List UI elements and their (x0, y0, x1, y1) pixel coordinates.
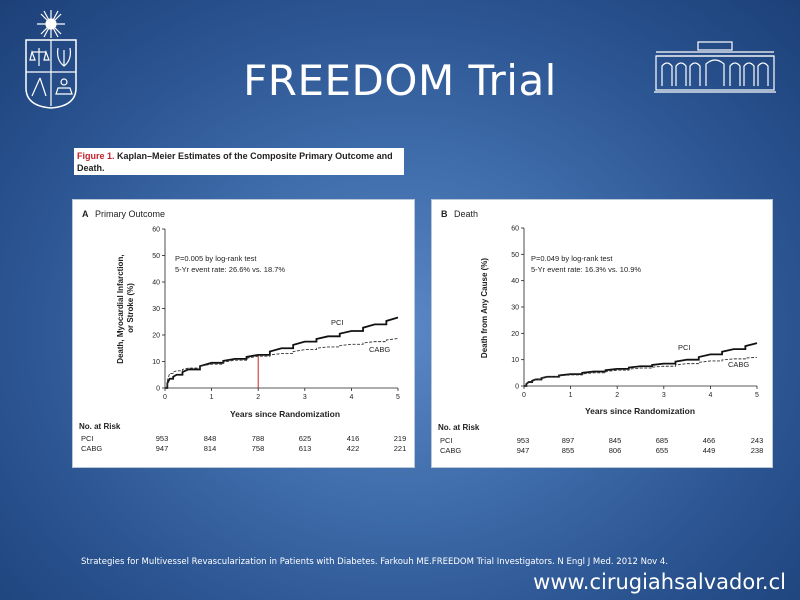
annotation-pvalue: P=0.005 by log-rank test (175, 254, 257, 263)
y-tick-label: 0 (156, 386, 160, 393)
chart-title: Primary Outcome (95, 209, 165, 219)
panel-letter: B (441, 209, 448, 219)
annotation-event-rate: 5-Yr event rate: 26.6% vs. 18.7% (175, 265, 285, 274)
death-chart: B Death Death from Any Cause (%) Years s… (438, 209, 763, 456)
figure-label: Figure 1. (77, 151, 115, 161)
y-axis-label: Death, Myocardial Infarction, or Stroke … (116, 252, 135, 364)
university-seal-logo (25, 10, 77, 109)
building-logo (654, 41, 776, 93)
risk-table-header: No. at Risk (79, 422, 121, 431)
y-tick-label: 50 (511, 252, 519, 259)
figure-caption: Figure 1. Kaplan–Meier Estimates of the … (74, 148, 404, 175)
risk-table-cell: 613 (299, 444, 312, 453)
risk-table-cell: 855 (562, 446, 575, 455)
x-tick-label: 3 (303, 394, 307, 401)
risk-table-cell: 806 (609, 446, 622, 455)
x-tick-label: 4 (708, 392, 712, 399)
annotation-event-rate: 5-Yr event rate: 16.3% vs. 10.9% (531, 265, 641, 274)
x-tick-label: 4 (349, 394, 353, 401)
y-tick-label: 50 (152, 253, 160, 260)
y-tick-label: 60 (511, 226, 519, 233)
slide-title: FREEDOM Trial (243, 56, 557, 105)
risk-table-cell: 221 (394, 444, 407, 453)
series-label-pci: PCI (331, 318, 344, 327)
y-tick-label: 20 (152, 333, 160, 340)
risk-table-cell: 238 (751, 446, 764, 455)
y-tick-label: 30 (511, 305, 519, 312)
risk-table-cell: 814 (204, 444, 217, 453)
y-tick-label: 10 (511, 357, 519, 364)
series-line-cabg (165, 337, 399, 389)
y-tick-label: 0 (515, 384, 519, 391)
x-axis-label: Years since Randomization (230, 409, 340, 419)
series-line-pci (165, 316, 399, 389)
compass-icon (31, 77, 47, 97)
lamp-icon (55, 78, 73, 95)
risk-table-cell: 219 (394, 434, 407, 443)
x-tick-label: 5 (396, 394, 400, 401)
risk-row-label: PCI (440, 436, 453, 445)
risk-table-cell: 947 (156, 444, 169, 453)
figure-caption-text: Kaplan–Meier Estimates of the Composite … (77, 151, 393, 173)
x-tick-label: 3 (662, 392, 666, 399)
risk-row-label: CABG (440, 446, 461, 455)
risk-row-label: CABG (81, 444, 102, 453)
y-tick-label: 10 (152, 359, 160, 366)
x-axis-label: Years since Randomization (585, 406, 695, 416)
risk-table-cell: 758 (252, 444, 265, 453)
risk-table-cell: 466 (703, 436, 716, 445)
risk-table-cell: 845 (609, 436, 622, 445)
y-tick-label: 60 (152, 227, 160, 234)
annotation-pvalue: P=0.049 by log-rank test (531, 254, 613, 263)
y-tick-label: 40 (511, 278, 519, 285)
y-axis-label-line-2: or Stroke (%) (126, 283, 135, 333)
y-axis-label-line-1: Death, Myocardial Infarction, (116, 254, 125, 363)
risk-table-header: No. at Risk (438, 423, 480, 432)
series-line-pci (524, 342, 758, 387)
x-tick-label: 2 (615, 392, 619, 399)
risk-table-cell: 848 (204, 434, 217, 443)
panel-primary-outcome: A Primary Outcome Death, Myocardial Infa… (72, 199, 415, 468)
risk-table-cell: 953 (156, 434, 169, 443)
primary-outcome-chart: A Primary Outcome Death, Myocardial Infa… (79, 209, 406, 454)
risk-table-cell: 897 (562, 436, 575, 445)
series-label-pci: PCI (678, 343, 691, 352)
lyre-icon (57, 47, 71, 67)
scales-icon (29, 48, 50, 66)
arched-windows-icon (661, 59, 769, 86)
x-tick-label: 5 (755, 392, 759, 399)
y-axis-label: Death from Any Cause (%) (480, 258, 489, 359)
series-label-cabg: CABG (369, 345, 390, 354)
risk-table-cell: 625 (299, 434, 312, 443)
risk-table-cell: 947 (517, 446, 530, 455)
x-tick-label: 0 (522, 392, 526, 399)
risk-table-cell: 243 (751, 436, 764, 445)
y-tick-label: 40 (152, 280, 160, 287)
series-label-cabg: CABG (728, 360, 749, 369)
series-line-cabg (524, 356, 758, 387)
x-tick-label: 0 (163, 394, 167, 401)
risk-table-cell: 788 (252, 434, 265, 443)
panel-letter: A (82, 209, 89, 219)
risk-table-cell: 953 (517, 436, 530, 445)
risk-table-cell: 422 (347, 444, 360, 453)
x-tick-label: 1 (210, 394, 214, 401)
panel-death: B Death Death from Any Cause (%) Years s… (431, 199, 773, 468)
y-tick-label: 20 (511, 331, 519, 338)
x-tick-label: 2 (256, 394, 260, 401)
risk-table-cell: 655 (656, 446, 669, 455)
y-tick-label: 30 (152, 306, 160, 313)
chart-title: Death (454, 209, 478, 219)
risk-row-label: PCI (81, 434, 94, 443)
risk-table-cell: 416 (347, 434, 360, 443)
citation-text: Strategies for Multivessel Revasculariza… (81, 557, 669, 567)
website-url[interactable]: www.cirugiahsalvador.cl (533, 570, 786, 594)
x-tick-label: 1 (569, 392, 573, 399)
risk-table-cell: 449 (703, 446, 716, 455)
risk-table-cell: 685 (656, 436, 669, 445)
